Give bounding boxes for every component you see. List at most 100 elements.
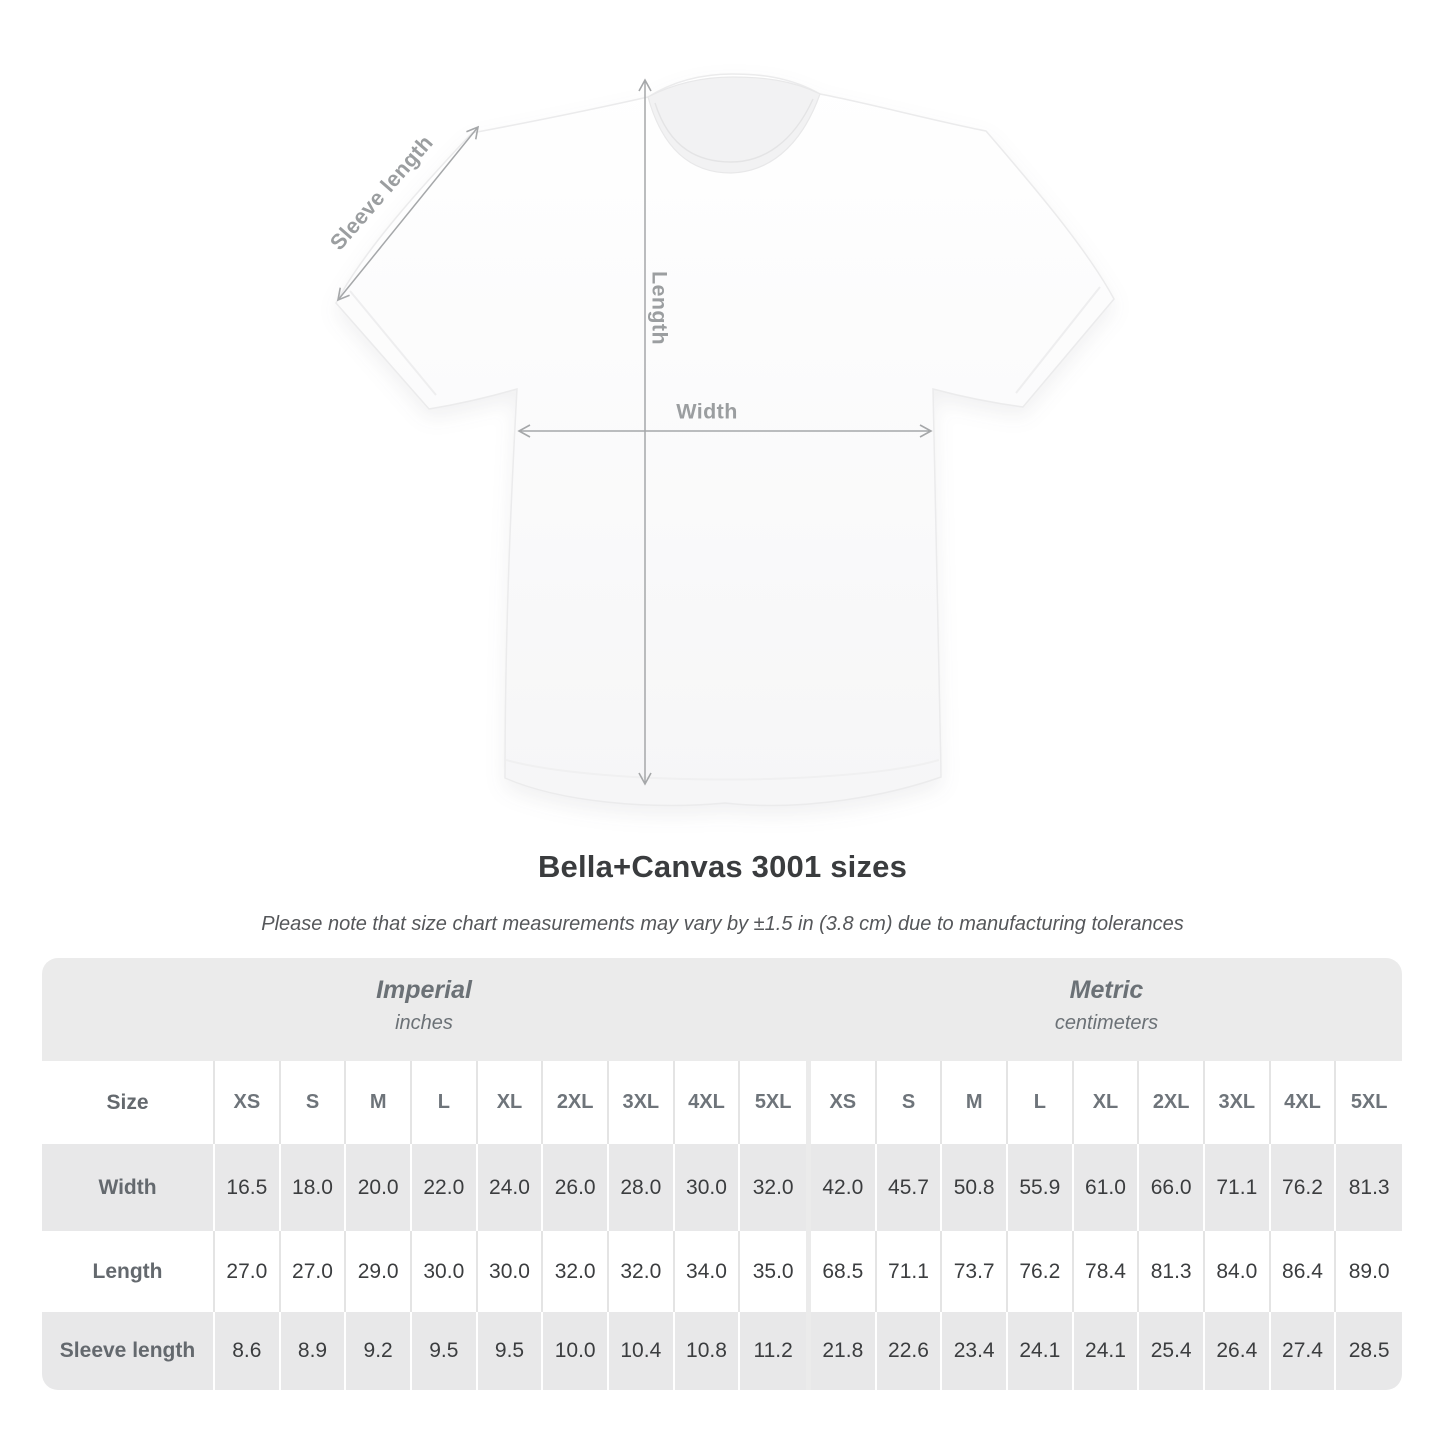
value-cell: 76.2	[1271, 1144, 1337, 1231]
half-divider	[805, 1144, 811, 1231]
value-cell: 21.8	[811, 1312, 877, 1390]
size-table: Imperial inches Metric centimeters Size X…	[42, 958, 1402, 1390]
size-header-cell: 3XL	[609, 1061, 675, 1144]
value-cell: 10.0	[543, 1312, 609, 1390]
value-cell: 66.0	[1139, 1144, 1205, 1231]
value-cell: 9.5	[412, 1312, 478, 1390]
length-label: Length	[647, 270, 672, 346]
table-row: Sleeve length 8.6 8.9 9.2 9.5 9.5 10.0 10.4 10.8…	[42, 1312, 1402, 1390]
value-cell: 68.5	[811, 1231, 877, 1312]
value-cell: 55.9	[1008, 1144, 1074, 1231]
size-header-cell: XS	[215, 1061, 281, 1144]
table-body: Size XS S M L XL 2XL 3XL 4XL 5XL XS S M L XL 2XL 3XL 4XL 5…	[42, 1061, 1402, 1390]
value-cell: 73.7	[942, 1231, 1008, 1312]
value-cell: 32.0	[609, 1231, 675, 1312]
size-header-cell: 4XL	[1271, 1061, 1337, 1144]
size-header-cell: 5XL	[754, 1091, 792, 1113]
value-cell: 24.0	[478, 1144, 544, 1231]
size-header-cell: L	[1008, 1061, 1074, 1144]
value-cell: 16.5	[215, 1144, 281, 1231]
metric-unit: centimeters	[1054, 1012, 1159, 1034]
width-label: Width	[676, 399, 738, 424]
value-cell: 9.5	[478, 1312, 544, 1390]
row-label: Size	[42, 1061, 215, 1144]
tshirt-graphic	[335, 73, 1115, 807]
table-row: Width 16.5 18.0 20.0 22.0 24.0 26.0 28.0 30.0 32.…	[42, 1144, 1402, 1231]
imperial-unit: inches	[395, 1012, 453, 1034]
size-header-cell: XL	[478, 1061, 544, 1144]
value-cell: 10.4	[609, 1312, 675, 1390]
imperial-header: Imperial inches	[42, 958, 806, 1061]
size-header-cell: M	[942, 1061, 1008, 1144]
collar	[647, 76, 821, 174]
value-cell: 84.0	[1205, 1231, 1271, 1312]
value-cell: 42.0	[811, 1144, 877, 1231]
table-row: Size XS S M L XL 2XL 3XL 4XL 5XL XS S M L XL 2XL 3XL 4XL 5…	[42, 1061, 1402, 1144]
value-cell: 24.1	[1008, 1312, 1074, 1390]
size-header-cell: 5XL	[1350, 1091, 1388, 1113]
value-cell: 8.6	[215, 1312, 281, 1390]
value-cell: 50.8	[942, 1144, 1008, 1231]
half-divider	[805, 1061, 811, 1144]
value-cell: 24.1	[1074, 1312, 1140, 1390]
size-header-cell: 2XL	[1139, 1061, 1205, 1144]
value-cell: 23.4	[942, 1312, 1008, 1390]
value-cell: 32.0	[543, 1231, 609, 1312]
sleeve-length-arrow	[336, 125, 480, 302]
value-cell: 10.8	[675, 1312, 741, 1390]
value-cell: 71.1	[1205, 1144, 1271, 1231]
value-cell: 28.0	[609, 1144, 675, 1231]
row-label: Width	[42, 1144, 215, 1231]
half-divider	[805, 1312, 811, 1390]
value-cell: 45.7	[877, 1144, 943, 1231]
value-cell: 26.0	[543, 1144, 609, 1231]
value-cell: 27.4	[1271, 1312, 1337, 1390]
size-header-cell: XS	[811, 1061, 877, 1144]
value-cell: 25.4	[1139, 1312, 1205, 1390]
value-cell: 9.2	[346, 1312, 412, 1390]
value-cell: 81.3	[1139, 1231, 1205, 1312]
tshirt-diagram: Sleeve length Length Width	[325, 73, 1115, 807]
value-cell: 28.5	[1348, 1339, 1390, 1362]
size-header-cell: S	[281, 1061, 347, 1144]
value-cell: 78.4	[1074, 1231, 1140, 1312]
size-header-cell: 2XL	[543, 1061, 609, 1144]
value-cell: 22.0	[412, 1144, 478, 1231]
value-cell: 71.1	[877, 1231, 943, 1312]
value-cell: 30.0	[412, 1231, 478, 1312]
value-cell: 18.0	[281, 1144, 347, 1231]
metric-label: Metric	[1069, 976, 1144, 1004]
size-header-cell: M	[346, 1061, 412, 1144]
value-cell: 30.0	[478, 1231, 544, 1312]
value-cell: 11.2	[753, 1339, 793, 1362]
size-header-cell: XL	[1074, 1061, 1140, 1144]
unit-header-row: Imperial inches Metric centimeters	[42, 958, 1402, 1061]
value-cell: 22.6	[877, 1312, 943, 1390]
value-cell: 8.9	[281, 1312, 347, 1390]
metric-header: Metric centimeters	[811, 958, 1402, 1061]
value-cell: 27.0	[215, 1231, 281, 1312]
value-cell: 34.0	[675, 1231, 741, 1312]
value-cell: 26.4	[1205, 1312, 1271, 1390]
half-divider	[805, 1231, 811, 1312]
page-title: Bella+Canvas 3001 sizes	[537, 849, 908, 884]
value-cell: 20.0	[346, 1144, 412, 1231]
tolerance-note: Please note that size chart measurements…	[261, 913, 1184, 935]
row-label: Length	[42, 1231, 215, 1312]
tshirt-shape	[335, 73, 1115, 807]
size-header-cell: S	[877, 1061, 943, 1144]
size-header-cell: L	[412, 1061, 478, 1144]
value-cell: 30.0	[675, 1144, 741, 1231]
value-cell: 76.2	[1008, 1231, 1074, 1312]
value-cell: 35.0	[752, 1259, 794, 1283]
row-label: Sleeve length	[42, 1312, 215, 1390]
value-cell: 32.0	[752, 1175, 794, 1199]
value-cell: 89.0	[1348, 1259, 1390, 1283]
value-cell: 81.3	[1348, 1175, 1390, 1199]
table-row: Length 27.0 27.0 29.0 30.0 30.0 32.0 32.0 34.0 35…	[42, 1231, 1402, 1312]
value-cell: 29.0	[346, 1231, 412, 1312]
size-header-cell: 3XL	[1205, 1061, 1271, 1144]
value-cell: 61.0	[1074, 1144, 1140, 1231]
size-header-cell: 4XL	[675, 1061, 741, 1144]
